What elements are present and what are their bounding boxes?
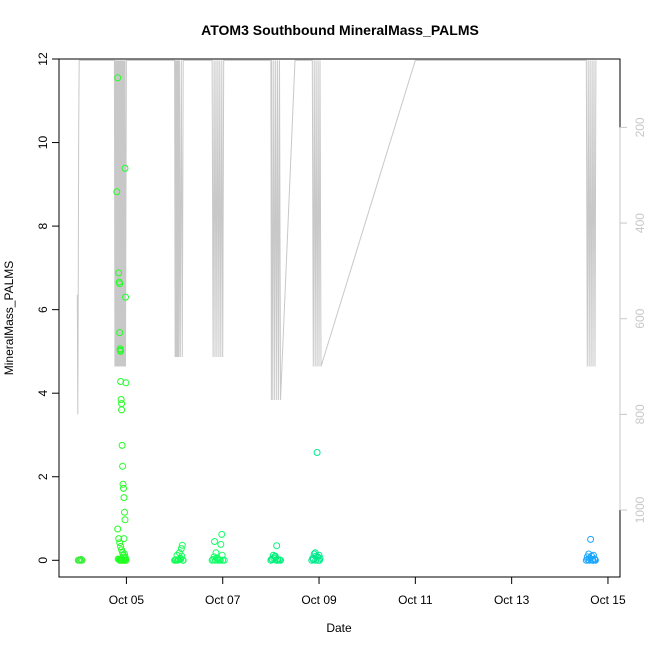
- data-point: [121, 508, 128, 516]
- x-tick-label: Oct 07: [205, 593, 241, 607]
- data-point: [591, 556, 599, 563]
- data-point: [121, 164, 129, 172]
- data-point: [220, 556, 228, 564]
- data-point: [122, 379, 130, 387]
- data-point: [114, 525, 122, 533]
- right-axis: 200 400 600 800 1000: [619, 117, 647, 523]
- y-tick-label: 0: [36, 557, 50, 564]
- y-tick-label: 4: [36, 390, 50, 397]
- right-tick-label: 800: [633, 404, 647, 424]
- data-point: [273, 542, 281, 550]
- data-point: [115, 535, 123, 543]
- data-point: [117, 347, 125, 355]
- y-tick-label: 2: [36, 473, 50, 480]
- data-point: [315, 551, 323, 559]
- x-tick-label: Oct 05: [109, 593, 145, 607]
- data-point: [76, 556, 84, 564]
- x-tick-label: Oct 15: [590, 593, 626, 607]
- y-tick-label: 8: [36, 222, 50, 229]
- data-point: [210, 553, 218, 561]
- data-point: [277, 556, 284, 564]
- data-point: [121, 516, 129, 524]
- data-point: [77, 556, 85, 563]
- data-point: [120, 484, 127, 492]
- right-tick-label: 1000: [633, 496, 647, 523]
- y-tick-label: 12: [36, 52, 50, 66]
- data-point: [587, 535, 595, 543]
- data-point: [119, 462, 127, 470]
- data-point: [115, 269, 123, 277]
- data-point: [218, 530, 226, 538]
- altitude-profile: [76, 59, 597, 415]
- data-point: [116, 539, 124, 547]
- data-point: [118, 441, 126, 449]
- data-point: [313, 449, 321, 456]
- data-point: [312, 556, 320, 564]
- y-axis: 0 2 4 6 8 10 12: [36, 52, 59, 564]
- x-tick-label: Oct 09: [301, 593, 337, 607]
- chart-title: ATOM3 Southbound MineralMass_PALMS: [201, 22, 479, 38]
- data-point: [117, 543, 125, 550]
- data-point: [211, 538, 218, 545]
- data-point: [78, 556, 86, 564]
- x-axis: Oct 05 Oct 07 Oct 09 Oct 11 Oct 13 Oct 15: [109, 576, 626, 607]
- y-axis-label: MineralMass_PALMS: [2, 261, 16, 375]
- data-point: [119, 480, 127, 488]
- data-point: [314, 553, 322, 561]
- y-tick-label: 10: [36, 136, 50, 150]
- x-axis-label: Date: [326, 621, 352, 635]
- data-point: [316, 556, 323, 564]
- data-point: [118, 556, 126, 564]
- data-point: [117, 396, 125, 403]
- data-point: [274, 556, 282, 563]
- data-point: [269, 551, 277, 559]
- data-point: [113, 188, 121, 196]
- y-tick-label: 6: [36, 306, 50, 313]
- data-point: [178, 541, 186, 549]
- data-point: [272, 556, 280, 564]
- right-tick-label: 400: [633, 213, 647, 233]
- data-point: [116, 556, 124, 564]
- data-point: [177, 545, 185, 553]
- data-point: [114, 74, 122, 82]
- data-point: [121, 550, 128, 558]
- data-point: [217, 540, 225, 548]
- data-point: [177, 555, 185, 563]
- data-point: [120, 494, 128, 502]
- profile-line: [76, 59, 597, 415]
- data-point: [118, 400, 126, 408]
- data-point: [116, 280, 124, 288]
- right-tick-label: 200: [633, 117, 647, 137]
- data-point: [116, 329, 124, 337]
- data-points: [74, 74, 599, 564]
- x-tick-label: Oct 11: [398, 593, 433, 607]
- x-tick-label: Oct 13: [494, 593, 530, 607]
- data-point: [120, 535, 128, 543]
- data-point: [122, 293, 129, 301]
- right-tick-label: 600: [633, 308, 647, 328]
